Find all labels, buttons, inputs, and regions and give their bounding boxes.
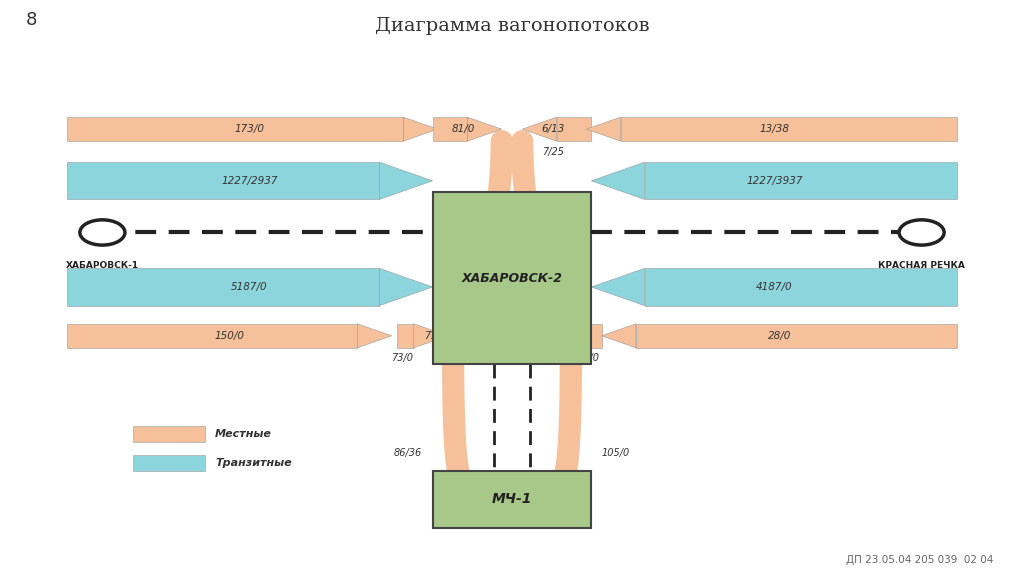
- Text: МЧ-1: МЧ-1: [492, 492, 532, 506]
- Bar: [133, 426, 205, 442]
- Bar: [645, 162, 957, 199]
- Bar: [621, 117, 957, 141]
- Text: ХАБАРОВСК-1: ХАБАРОВСК-1: [66, 261, 139, 270]
- Bar: [562, 324, 602, 348]
- Bar: [396, 324, 414, 348]
- Text: 173/0: 173/0: [234, 124, 264, 134]
- Circle shape: [899, 220, 944, 245]
- Bar: [133, 455, 205, 471]
- Polygon shape: [467, 117, 502, 141]
- Text: 1227/3937: 1227/3937: [746, 176, 803, 186]
- Text: 8: 8: [26, 11, 37, 29]
- Text: 105/0: 105/0: [602, 448, 630, 459]
- Text: Транзитные: Транзитные: [215, 457, 292, 468]
- Bar: [67, 162, 379, 199]
- Text: 150/0: 150/0: [214, 331, 244, 341]
- Text: 13/0: 13/0: [578, 353, 600, 363]
- Text: 6/13: 6/13: [542, 124, 564, 134]
- Polygon shape: [357, 324, 391, 348]
- Text: КРАСНАЯ РЕЧКА: КРАСНАЯ РЕЧКА: [879, 261, 965, 270]
- Polygon shape: [379, 269, 432, 305]
- Text: ДП 23.05.04 205 039  02 04: ДП 23.05.04 205 039 02 04: [846, 554, 993, 565]
- Polygon shape: [602, 324, 636, 348]
- Bar: [636, 324, 957, 348]
- Polygon shape: [592, 269, 645, 305]
- Text: 77/0: 77/0: [424, 331, 445, 341]
- Text: 28/0: 28/0: [768, 331, 792, 341]
- Text: 15/0: 15/0: [547, 331, 569, 341]
- Text: Диаграмма вагонопотоков: Диаграмма вагонопотоков: [375, 17, 649, 35]
- Text: 86/36: 86/36: [394, 448, 422, 459]
- Text: 73/0: 73/0: [391, 353, 413, 363]
- Polygon shape: [414, 324, 449, 348]
- Text: Местные: Местные: [215, 429, 272, 439]
- Bar: [432, 192, 592, 364]
- Text: 13/38: 13/38: [760, 124, 790, 134]
- Text: 7/25: 7/25: [542, 146, 564, 157]
- Circle shape: [80, 220, 125, 245]
- Polygon shape: [592, 162, 645, 199]
- Polygon shape: [522, 117, 557, 141]
- Text: 4187/0: 4187/0: [756, 282, 793, 292]
- Bar: [645, 269, 957, 305]
- Text: 81/0: 81/0: [452, 124, 475, 134]
- Bar: [557, 117, 592, 141]
- Bar: [67, 117, 403, 141]
- Bar: [432, 117, 467, 141]
- Text: 92/0: 92/0: [521, 353, 544, 363]
- Text: ХАБАРОВСК-2: ХАБАРОВСК-2: [462, 272, 562, 285]
- Bar: [67, 269, 379, 305]
- Text: 1227/2937: 1227/2937: [221, 176, 278, 186]
- Polygon shape: [403, 117, 438, 141]
- Polygon shape: [379, 162, 432, 199]
- Polygon shape: [586, 117, 621, 141]
- Text: 5187/0: 5187/0: [231, 282, 268, 292]
- Polygon shape: [527, 324, 562, 348]
- Bar: [67, 324, 357, 348]
- Bar: [432, 471, 592, 528]
